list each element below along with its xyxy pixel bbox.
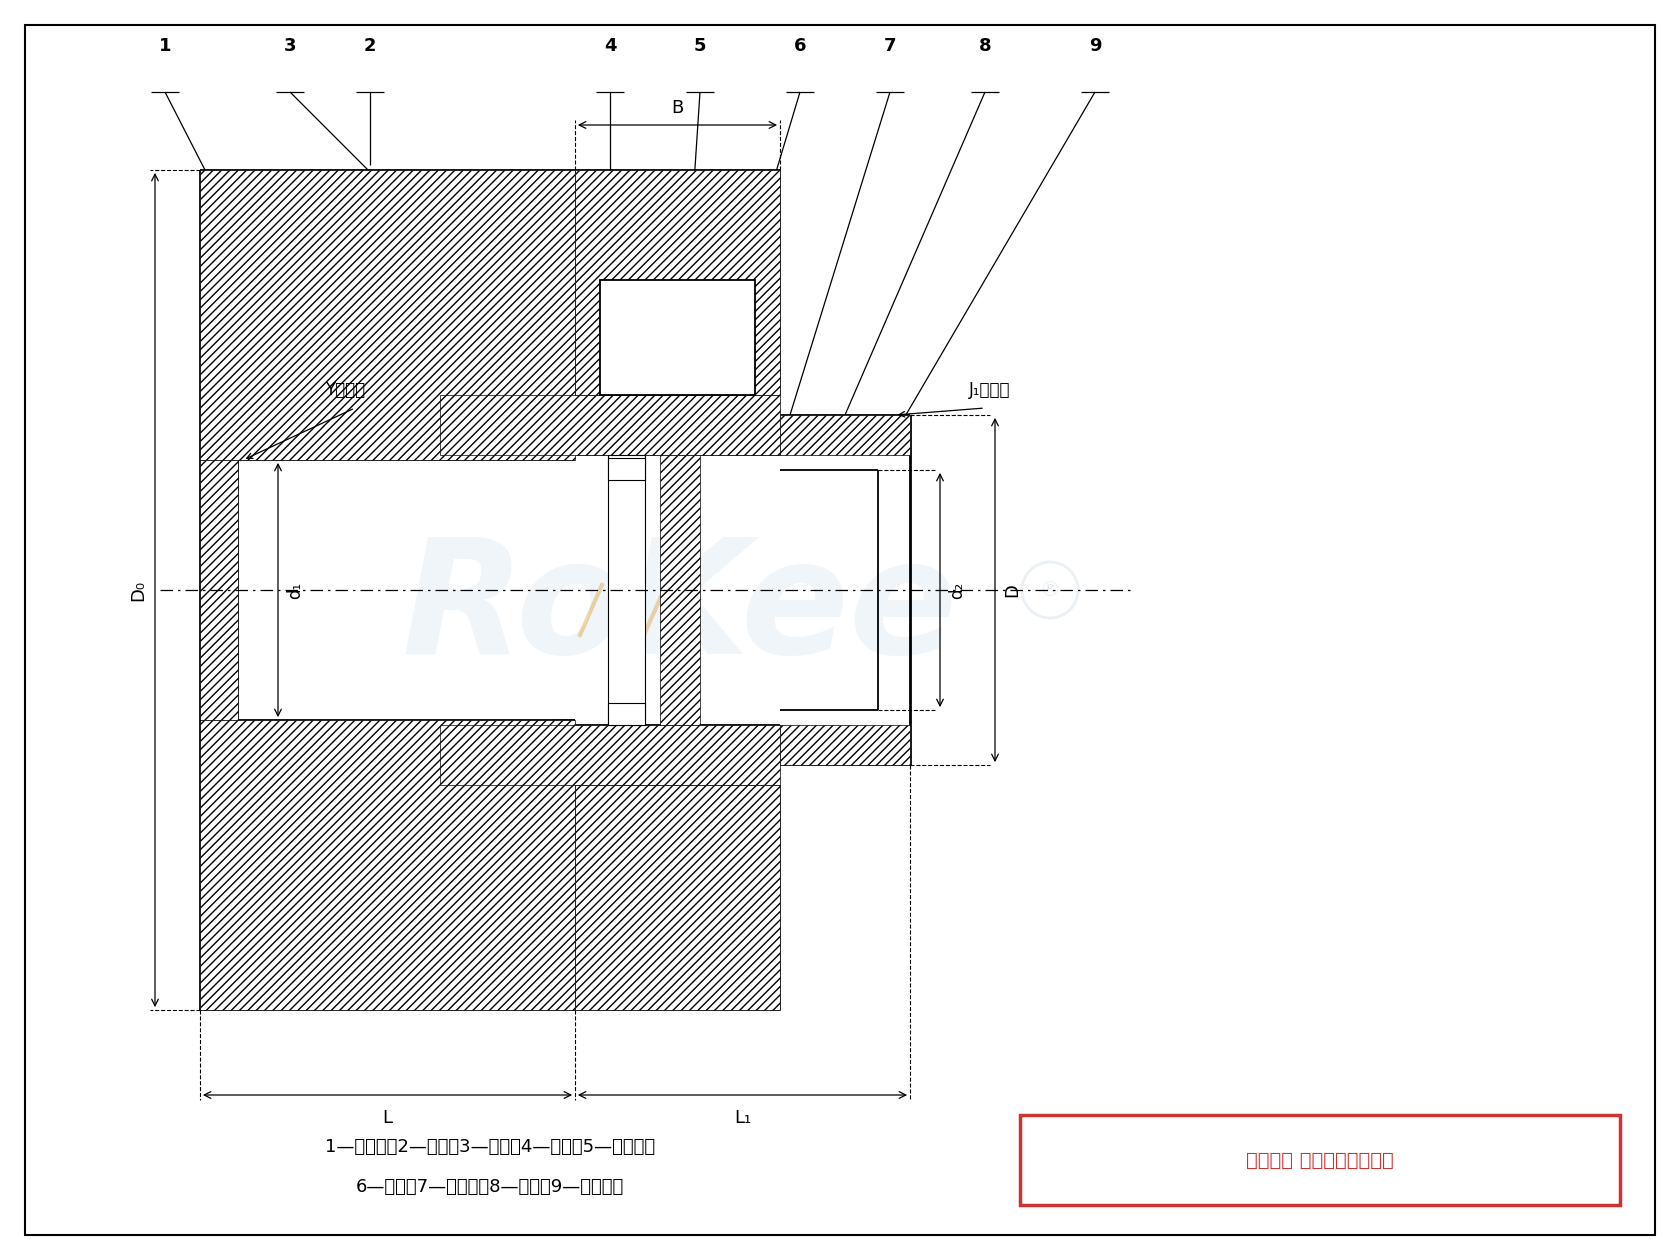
Text: RoKee: RoKee (402, 533, 958, 688)
Text: 8: 8 (979, 37, 991, 55)
Text: 3: 3 (284, 37, 296, 55)
Polygon shape (200, 460, 239, 719)
Text: 2: 2 (365, 37, 376, 55)
Text: B: B (672, 100, 684, 117)
Bar (780, 724, 911, 765)
Bar (608, 455, 645, 724)
Bar (608, 457, 645, 480)
Text: 版权所有 侵权必被严厉追究: 版权所有 侵权必被严厉追究 (1247, 1150, 1394, 1169)
Text: 4: 4 (603, 37, 617, 55)
Bar (608, 703, 645, 724)
Polygon shape (575, 785, 780, 1011)
Text: 6—柱销；7—外挡圈；8—挡圈；9—半联轴器: 6—柱销；7—外挡圈；8—挡圈；9—半联轴器 (356, 1178, 625, 1196)
Text: L: L (383, 1109, 393, 1126)
Bar (1020, 1115, 1620, 1205)
Polygon shape (200, 170, 575, 460)
Text: d₁: d₁ (286, 581, 304, 598)
Text: L₁: L₁ (734, 1109, 751, 1126)
Text: 9: 9 (1089, 37, 1102, 55)
Polygon shape (440, 724, 780, 785)
Text: 5: 5 (694, 37, 706, 55)
Bar (780, 415, 911, 455)
Text: d₂: d₂ (948, 581, 966, 598)
Text: D₀: D₀ (129, 580, 148, 601)
Text: 1: 1 (158, 37, 171, 55)
Polygon shape (200, 719, 575, 1011)
Text: Y型轴孔: Y型轴孔 (324, 381, 365, 399)
Text: J₁型轴孔: J₁型轴孔 (969, 381, 1011, 399)
Text: 1—制动轮；2—螺栓；3—垫圈；4—外套；5—内挡板；: 1—制动轮；2—螺栓；3—垫圈；4—外套；5—内挡板； (324, 1138, 655, 1155)
Bar (600, 280, 754, 394)
Polygon shape (440, 394, 780, 455)
Text: ®: ® (1040, 580, 1060, 600)
Polygon shape (575, 170, 780, 394)
Text: 6: 6 (793, 37, 806, 55)
Text: D: D (1003, 583, 1021, 597)
Text: 7: 7 (884, 37, 895, 55)
Bar (660, 455, 701, 724)
